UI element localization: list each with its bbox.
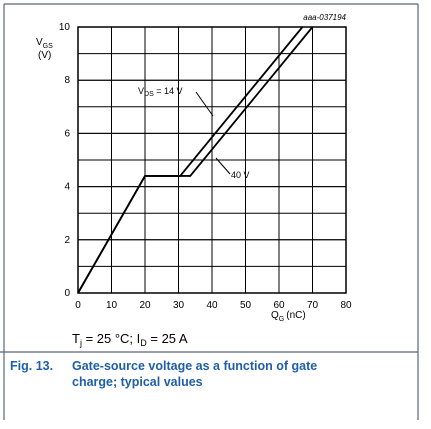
- text: = 25 °C; I: [82, 331, 140, 346]
- subscript: j: [79, 338, 82, 348]
- leader-line: [215, 157, 231, 175]
- y-axis-label: VGS: [36, 37, 53, 50]
- annotation: VDS = 14 V: [138, 86, 183, 98]
- y-tick-label: 0: [64, 288, 70, 299]
- x-tick-label: 30: [173, 300, 185, 311]
- symbol: V: [36, 37, 43, 48]
- line: [77, 26, 314, 294]
- y-tick-label: 4: [64, 182, 70, 193]
- x-tick-label: 40: [206, 300, 218, 311]
- x-tick-label: 20: [139, 300, 151, 311]
- symbol: Q: [271, 310, 279, 321]
- subscript: GS: [43, 43, 53, 50]
- caption: Gate-source voltage as a function of gat…: [72, 359, 317, 373]
- x-axis-label: QG (nC): [271, 310, 306, 323]
- y-axis-unit: (V): [38, 50, 51, 61]
- y-tick-label: 10: [59, 22, 71, 33]
- y-tick-label: 8: [64, 75, 70, 86]
- text: = 14 V: [154, 86, 183, 96]
- x-tick-label: 10: [106, 300, 118, 311]
- caption: charge; typical values: [72, 375, 203, 389]
- subscript: DS: [144, 91, 154, 98]
- x-tick-label: 80: [340, 300, 352, 311]
- plot-border: [77, 26, 347, 294]
- y-tick-label: 6: [64, 128, 70, 139]
- annotation: 40 V: [231, 170, 250, 180]
- y-tick-label: 2: [64, 235, 70, 246]
- x-tick-label: 0: [75, 300, 81, 311]
- unit: (nC): [286, 310, 305, 321]
- x-tick-label: 50: [240, 300, 252, 311]
- text: = 25 A: [147, 331, 188, 346]
- symbol: V: [138, 86, 144, 96]
- text: T: [72, 331, 80, 346]
- subscript: D: [140, 338, 147, 348]
- x-tick-label: 60: [273, 300, 285, 311]
- caption-number: Fig. 13.: [10, 359, 53, 373]
- figure-code: aaa-037194: [303, 13, 346, 22]
- leader-line: [195, 91, 214, 117]
- conditions: Tj = 25 °C; ID = 25 A: [72, 331, 188, 348]
- x-tick-label: 70: [307, 300, 319, 311]
- subscript: G: [279, 316, 284, 323]
